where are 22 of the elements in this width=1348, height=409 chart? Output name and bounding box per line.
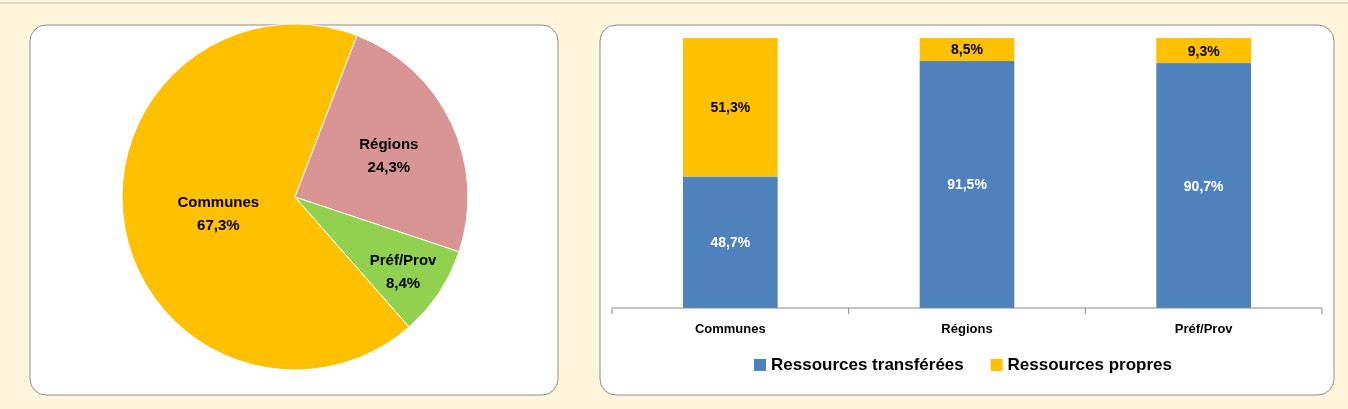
data-label: 91,5% <box>947 176 988 193</box>
x-tick-label: Régions <box>941 321 993 336</box>
data-label: 24,3% <box>367 157 411 175</box>
bar <box>683 38 778 177</box>
data-label: 8,4% <box>385 273 421 291</box>
bar <box>1156 38 1251 64</box>
bar <box>683 176 778 308</box>
x-tick-label: Préf/Prov <box>1174 321 1234 336</box>
bar <box>919 60 1015 308</box>
legend-label: Ressources propres <box>1007 355 1173 374</box>
legend-label: Ressources transférées <box>771 355 964 374</box>
slice-label: Régions <box>359 134 419 152</box>
data-label: 90,7% <box>1183 177 1225 194</box>
data-label: 8,5% <box>951 41 984 58</box>
bar <box>1156 63 1251 308</box>
data-label: 67,3% <box>197 215 240 233</box>
data-label: 9,3% <box>1187 42 1221 59</box>
data-label: 48,7% <box>710 234 751 251</box>
slice-label: Préf/Prov <box>369 250 438 268</box>
slice-label: Communes <box>177 192 260 210</box>
data-label: 51,3% <box>710 99 751 116</box>
x-tick-label: Communes <box>694 321 766 336</box>
